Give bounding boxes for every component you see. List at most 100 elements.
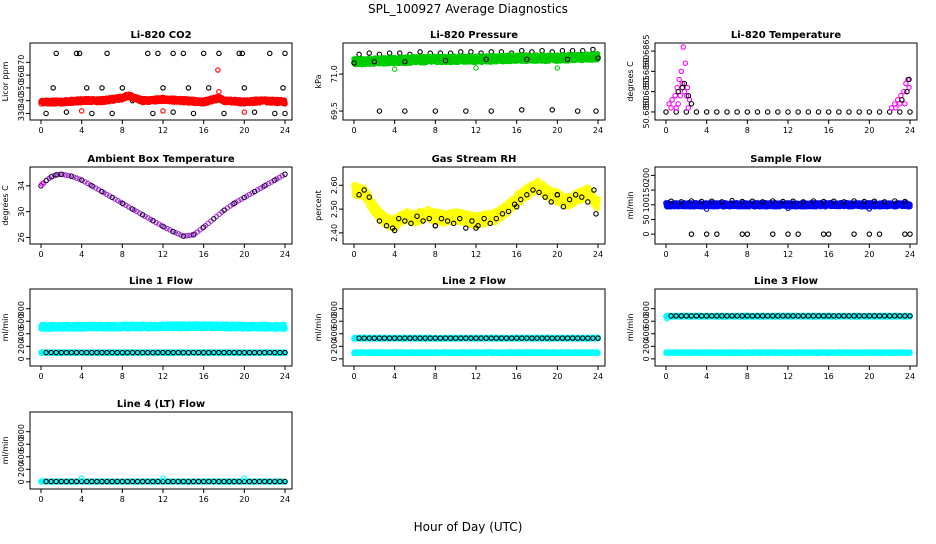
y-tick-label: 370 bbox=[17, 55, 26, 70]
series-point bbox=[725, 110, 729, 114]
series-group bbox=[664, 45, 912, 114]
series-point bbox=[857, 110, 861, 114]
panel-frame bbox=[30, 43, 292, 120]
series-point bbox=[474, 66, 478, 70]
x-tick-label: 4 bbox=[392, 250, 397, 259]
series-point bbox=[685, 85, 689, 89]
x-tick-label: 0 bbox=[351, 126, 356, 135]
x-tick-label: 16 bbox=[512, 126, 522, 135]
series-point bbox=[283, 51, 287, 55]
y-tick-label: 26 bbox=[17, 232, 26, 242]
series-point bbox=[469, 50, 473, 54]
x-tick-label: 8 bbox=[120, 250, 125, 259]
series-point bbox=[105, 51, 109, 55]
x-tick-label: 20 bbox=[552, 126, 562, 135]
x-tick-label: 20 bbox=[239, 126, 249, 135]
series-point bbox=[273, 111, 277, 115]
x-tick-label: 12 bbox=[471, 250, 481, 259]
series-point bbox=[392, 67, 396, 71]
series-point bbox=[120, 86, 124, 90]
series-point bbox=[550, 108, 554, 112]
series-point bbox=[79, 109, 83, 113]
x-tick-label: 20 bbox=[864, 126, 874, 135]
series-point bbox=[694, 110, 698, 114]
x-tick-label: 0 bbox=[38, 126, 43, 135]
series-point bbox=[664, 110, 668, 114]
panel-ylabel: percent bbox=[314, 190, 323, 221]
series-point bbox=[156, 51, 160, 55]
panel-ylabel: kPa bbox=[314, 74, 323, 88]
x-tick-label: 24 bbox=[905, 126, 915, 135]
series-point bbox=[217, 51, 221, 55]
series-point bbox=[77, 51, 81, 55]
series-point bbox=[903, 102, 907, 106]
series-point bbox=[171, 51, 175, 55]
series-point bbox=[679, 69, 683, 73]
series-point bbox=[905, 89, 909, 93]
figure-title: SPL_100927 Average Diagnostics bbox=[368, 2, 568, 16]
series-point bbox=[201, 51, 205, 55]
series-point bbox=[110, 111, 114, 115]
x-tick-label: 0 bbox=[38, 250, 43, 259]
series-point bbox=[867, 110, 871, 114]
series-point bbox=[686, 106, 690, 110]
x-tick-label: 20 bbox=[552, 250, 562, 259]
x-tick-label: 16 bbox=[824, 126, 834, 135]
series-point bbox=[520, 108, 524, 112]
series-point bbox=[594, 109, 598, 113]
series-group bbox=[39, 172, 287, 238]
panel-ylabel: degrees C bbox=[1, 185, 10, 226]
x-tick-label: 12 bbox=[158, 250, 168, 259]
y-tick-label: 2.40 bbox=[330, 224, 339, 242]
series-point bbox=[745, 110, 749, 114]
series-point bbox=[715, 110, 719, 114]
series-point bbox=[207, 86, 211, 90]
x-tick-label: 12 bbox=[471, 126, 481, 135]
series-point bbox=[191, 111, 195, 115]
x-tick-label: 24 bbox=[280, 250, 290, 259]
series-point bbox=[161, 86, 165, 90]
series-point bbox=[377, 109, 381, 113]
series-point bbox=[806, 110, 810, 114]
panel-title: Ambient Box Temperature bbox=[87, 154, 234, 165]
x-tick-label: 16 bbox=[199, 250, 209, 259]
series-point bbox=[689, 102, 693, 106]
series-point bbox=[403, 109, 407, 113]
series-point bbox=[100, 86, 104, 90]
series-point bbox=[242, 86, 246, 90]
x-tick-label: 16 bbox=[199, 126, 209, 135]
series-point bbox=[555, 66, 559, 70]
series-point bbox=[54, 51, 58, 55]
series-group bbox=[352, 178, 600, 233]
series-point bbox=[186, 86, 190, 90]
series-group bbox=[352, 47, 600, 113]
panel-title: Gas Stream RH bbox=[432, 154, 517, 165]
y-tick-label: 2.60 bbox=[330, 176, 339, 194]
x-tick-label: 24 bbox=[593, 250, 603, 259]
series-point bbox=[489, 109, 493, 113]
series-point bbox=[387, 51, 391, 55]
series-group bbox=[39, 51, 287, 115]
panel-frame bbox=[30, 167, 292, 244]
panel-ylabel: Licor ppm bbox=[1, 61, 10, 101]
series-point bbox=[591, 47, 595, 51]
series-point bbox=[765, 110, 769, 114]
x-tick-label: 0 bbox=[663, 126, 668, 135]
series-point bbox=[898, 110, 902, 114]
series-point bbox=[240, 51, 244, 55]
series-point bbox=[464, 109, 468, 113]
y-tick-label: 69.5 bbox=[330, 102, 339, 120]
x-tick-label: 8 bbox=[120, 126, 125, 135]
series-point bbox=[669, 106, 673, 110]
x-tick-label: 12 bbox=[783, 126, 793, 135]
series-point bbox=[826, 110, 830, 114]
series-point bbox=[268, 51, 272, 55]
panel-title: Li-820 Pressure bbox=[430, 30, 518, 41]
x-tick-label: 12 bbox=[158, 126, 168, 135]
series-point bbox=[252, 110, 256, 114]
series-point bbox=[433, 109, 437, 113]
x-tick-label: 4 bbox=[79, 126, 84, 135]
